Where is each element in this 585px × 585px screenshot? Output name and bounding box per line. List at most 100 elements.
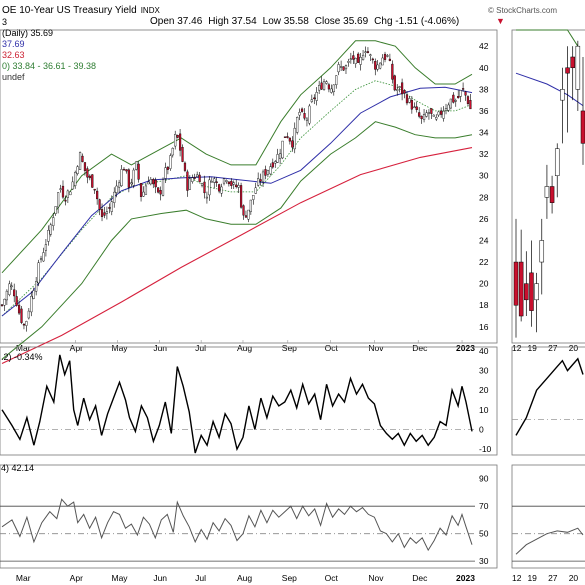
price-candle: [137, 163, 140, 180]
price-candle: [335, 75, 338, 86]
price-candle: [42, 252, 45, 262]
price-candle: [64, 199, 67, 202]
price-candle: [188, 178, 191, 190]
rsi-y-tick: 30: [479, 556, 489, 566]
price-candle: [81, 155, 84, 162]
price-candle: [147, 181, 150, 185]
macd-panel: -10 0 10 20 30 40: [0, 346, 498, 456]
rsi-x-tick: 2023: [456, 573, 475, 583]
price-candle: [398, 86, 401, 88]
price-candle: [459, 90, 462, 97]
mini-candle: [549, 186, 555, 203]
macd-y-tick: 20: [479, 385, 489, 395]
rsi-x-tick: Dec: [412, 573, 428, 583]
rsi-x-tick: Jun: [153, 573, 167, 583]
mini-candle: [534, 283, 539, 301]
price-candle: [305, 118, 309, 121]
price-candle: [105, 211, 109, 214]
price-candle: [0, 304, 4, 306]
price-y-tick: 32: [479, 149, 489, 159]
price-candle: [83, 162, 87, 171]
mini-x-tick: 19: [527, 343, 537, 353]
price-candle: [320, 82, 323, 90]
price-candle: [344, 65, 348, 70]
price-candle: [340, 66, 343, 68]
price-candle: [127, 169, 130, 188]
price-candle: [227, 181, 230, 185]
rsi-x-tick: Sep: [282, 573, 297, 583]
price-candle: [154, 179, 157, 188]
price-candle: [96, 190, 99, 200]
price-candle: [149, 179, 152, 185]
price-candle: [191, 177, 194, 182]
price-candle: [330, 88, 333, 93]
mini-x-tick: 27: [548, 343, 558, 353]
price-candle: [352, 55, 355, 60]
price-candle: [130, 182, 133, 185]
price-candle: [13, 289, 16, 297]
price-candle: [37, 262, 40, 284]
price-candle: [142, 191, 145, 197]
price-candle: [279, 153, 282, 159]
rsi-line: [1, 498, 473, 552]
price-candle: [235, 184, 238, 188]
macd-line: [1, 354, 473, 454]
price-candle: [205, 196, 209, 199]
series-ma50: [1, 86, 473, 317]
price-y-tick: 38: [479, 84, 489, 94]
price-candle: [396, 89, 399, 91]
price-candle: [52, 217, 55, 226]
price-x-tick: Sep: [282, 343, 297, 353]
price-candle: [176, 135, 179, 138]
price-candle: [242, 205, 245, 216]
price-y-tick: 26: [479, 214, 489, 224]
price-candle: [132, 169, 135, 186]
price-candle: [232, 182, 235, 185]
price-candle: [376, 64, 379, 70]
price-candle: [27, 310, 30, 319]
price-candle: [308, 105, 311, 124]
price-y-tick: 34: [479, 128, 489, 138]
price-candle: [125, 169, 128, 172]
price-candle: [257, 178, 260, 186]
rsi-x-tick: Apr: [70, 573, 83, 583]
price-y-tick: 30: [479, 171, 489, 181]
macd-y-tick: 30: [479, 366, 489, 376]
price-candle: [359, 57, 362, 65]
price-candle: [100, 209, 104, 217]
price-candle: [337, 64, 340, 73]
price-candle: [371, 58, 374, 61]
price-legend-item: 32.63: [2, 50, 25, 60]
price-candle: [78, 152, 82, 170]
chart-title: OE 10-Year US Treasury Yield INDX: [2, 5, 160, 16]
price-candle: [35, 281, 38, 292]
mini-macd-frame: [511, 346, 585, 456]
price-candle: [254, 187, 257, 194]
price-x-tick: May: [112, 343, 129, 353]
price-candle: [400, 82, 404, 95]
price-candle: [186, 171, 189, 191]
rsi-x-tick: Aug: [237, 573, 252, 583]
mini-candle: [529, 272, 534, 311]
price-y-tick: 40: [479, 63, 489, 73]
price-candle: [325, 81, 328, 84]
price-candle: [30, 296, 33, 313]
price-candle: [178, 133, 182, 151]
mini-x-tick: 12: [512, 343, 522, 353]
price-candle: [44, 244, 48, 251]
price-candle: [415, 106, 418, 110]
rsi-x-tick: Oct: [325, 573, 339, 583]
price-candle: [315, 92, 318, 101]
price-y-tick: 28: [479, 192, 489, 202]
series-bb-upper: [1, 40, 473, 274]
price-candle: [276, 154, 279, 163]
price-candle: [47, 230, 50, 242]
price-candle: [122, 168, 126, 171]
price-candle: [69, 191, 72, 196]
rsi-panel: 30 50 70 90 Mar Apr May Jun Jul Aug Sep Oct Nov Dec 20…: [0, 464, 498, 583]
price-candle: [230, 180, 233, 186]
price-frame: [0, 29, 498, 344]
